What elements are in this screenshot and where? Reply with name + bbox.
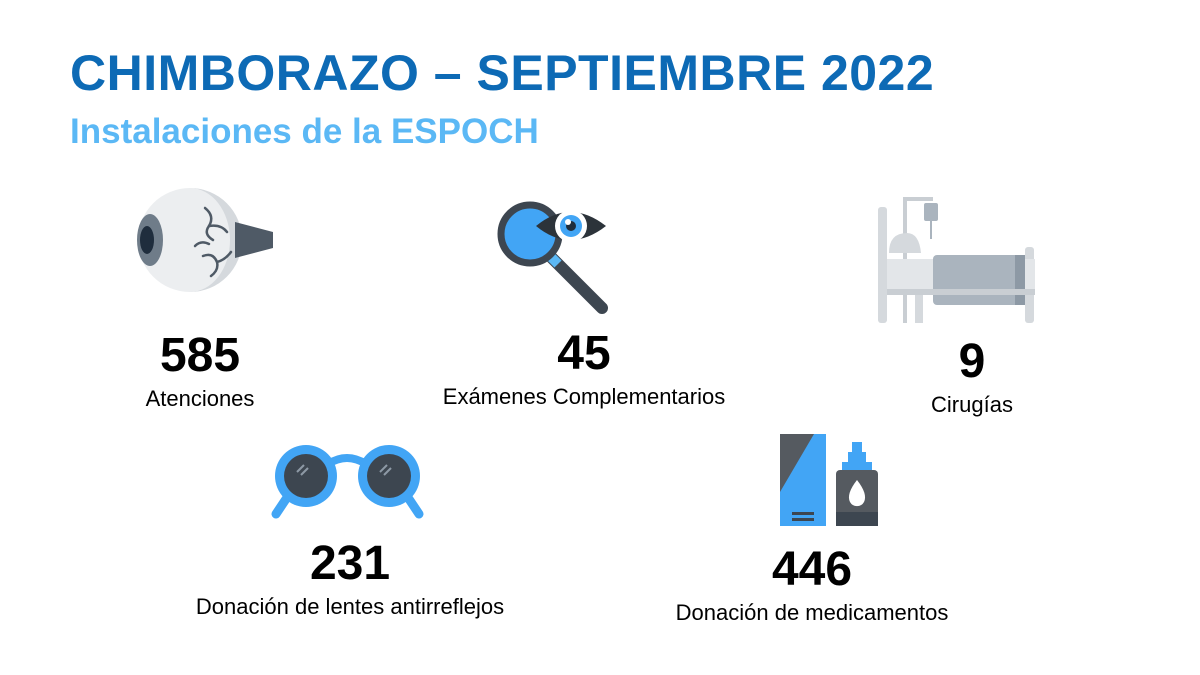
stat-label: Donación de lentes antirreflejos (195, 594, 505, 619)
stat-value: 45 (557, 327, 611, 380)
stat-lentes: 231 Donación de lentes antirreflejos (160, 540, 540, 620)
stat-value: 231 (309, 537, 391, 590)
medicine-icon (780, 434, 878, 526)
stat-value: 446 (771, 543, 853, 596)
stat-label: Exámenes Complementarios (442, 384, 726, 409)
glasses-icon (271, 445, 424, 519)
page-title: CHIMBORAZO – SEPTIEMBRE 2022 (70, 45, 935, 101)
hospital-bed-icon (878, 197, 1035, 323)
stat-value: 9 (958, 335, 986, 388)
page-subtitle: Instalaciones de la ESPOCH (70, 112, 539, 151)
stat-atenciones: 585 Atenciones (120, 332, 280, 412)
stat-label: Cirugías (931, 392, 1013, 417)
magnifier-eye-icon (497, 201, 608, 314)
stat-label: Donación de medicamentos (675, 600, 949, 625)
eye-icon (137, 188, 273, 292)
stat-cirugias: 9 Cirugías (900, 338, 1044, 418)
stat-medicamentos: 446 Donación de medicamentos (642, 546, 982, 626)
stat-examenes: 45 Exámenes Complementarios (414, 330, 754, 410)
stat-label: Atenciones (145, 386, 255, 411)
stat-value: 585 (159, 329, 241, 382)
